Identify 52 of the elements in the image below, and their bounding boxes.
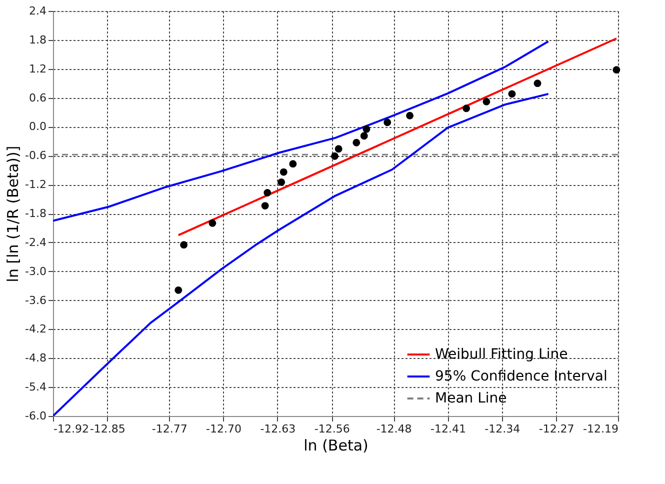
x-tick-label: -12.85 [90, 422, 126, 436]
x-axis-title: ln (Beta) [304, 436, 368, 454]
y-tick-label: -2.4 [25, 236, 46, 249]
y-tick-label: -4.8 [25, 352, 46, 365]
x-tick-label: -12.41 [430, 422, 466, 436]
legend-label: Mean Line [435, 390, 507, 406]
y-tick-label: -5.4 [25, 380, 46, 394]
y-tick-label: 0.0 [29, 120, 46, 134]
point [174, 286, 182, 294]
y-tick-label: -6.0 [25, 410, 46, 422]
point [462, 104, 470, 112]
point [331, 152, 338, 160]
point [352, 138, 360, 146]
x-tick-label: -12.77 [152, 422, 188, 436]
point [384, 118, 392, 126]
y-tick-label: -1.8 [25, 207, 46, 220]
point [208, 219, 216, 227]
legend-label: 95% Confidence Interval [435, 368, 608, 384]
x-tick-label: -12.34 [484, 422, 520, 436]
point [482, 98, 490, 106]
y-tick-label: -3.0 [25, 264, 46, 278]
y-tick-label: 1.8 [29, 33, 46, 46]
point [334, 145, 342, 153]
x-tick-label: -12.19 [583, 422, 618, 436]
point [534, 80, 542, 88]
x-tick-label: -12.63 [260, 422, 296, 436]
point [360, 132, 368, 140]
point [180, 241, 188, 249]
y-axis-title: ln [ln (1/R (Beta))] [4, 146, 22, 282]
x-tick-label: -12.48 [376, 422, 412, 436]
point [612, 66, 620, 74]
point [289, 160, 297, 168]
legend-label: Weibull Fitting Line [435, 346, 568, 362]
y-tick-label: -0.6 [25, 149, 46, 162]
point [406, 112, 414, 120]
y-tick-label: 2.4 [29, 4, 46, 18]
x-tick-label: -12.56 [314, 422, 350, 436]
point [362, 125, 370, 133]
y-tick-label: -1.2 [25, 178, 46, 192]
line-series [53, 40, 550, 222]
x-tick-label: -12.27 [538, 422, 574, 436]
point [261, 202, 269, 210]
y-tick-label: 0.6 [29, 91, 46, 104]
point [508, 90, 516, 98]
y-tick-label: 1.2 [29, 62, 46, 76]
point [278, 178, 286, 186]
x-tick-label: -12.70 [206, 422, 242, 436]
point [280, 168, 288, 176]
y-tick-label: -3.6 [25, 294, 46, 307]
y-tick-label: -4.2 [25, 322, 46, 336]
x-tick-label: -12.92 [54, 422, 89, 436]
point [264, 189, 272, 196]
